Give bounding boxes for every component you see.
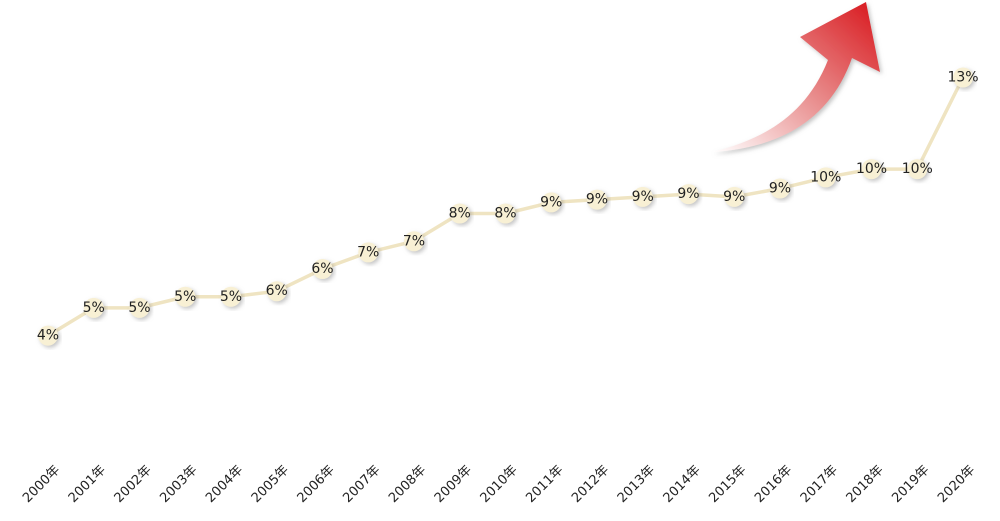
point bbox=[83, 297, 104, 318]
data-label: 9% bbox=[540, 194, 562, 210]
point bbox=[449, 203, 470, 224]
point bbox=[541, 192, 562, 213]
x-tick-label: 2011年 bbox=[523, 463, 566, 506]
data-label: 9% bbox=[586, 192, 608, 208]
data-label: 9% bbox=[769, 181, 791, 197]
x-tick-label: 2000年 bbox=[20, 463, 63, 506]
x-tick-label: 2007年 bbox=[340, 463, 383, 506]
data-label: 5% bbox=[83, 300, 105, 316]
point bbox=[953, 67, 973, 88]
data-label: 5% bbox=[220, 289, 242, 305]
x-tick-label: 2012年 bbox=[569, 463, 612, 506]
x-tick-label: 2010年 bbox=[478, 463, 521, 506]
x-tick-label: 2005年 bbox=[249, 463, 292, 506]
data-label: 10% bbox=[902, 161, 933, 177]
x-tick-label: 2009年 bbox=[432, 463, 475, 506]
point bbox=[770, 178, 790, 199]
x-tick-label: 2013年 bbox=[615, 463, 658, 506]
x-tick-label: 2018年 bbox=[844, 463, 887, 506]
x-tick-label: 2004年 bbox=[203, 463, 246, 506]
point bbox=[861, 159, 882, 180]
data-label: 6% bbox=[266, 283, 288, 299]
x-tick-label: 2016年 bbox=[752, 463, 795, 506]
point bbox=[221, 286, 241, 307]
data-label: 9% bbox=[723, 189, 745, 205]
point bbox=[266, 281, 287, 302]
point bbox=[724, 186, 745, 207]
x-tick-label: 2020年 bbox=[935, 463, 978, 506]
point bbox=[129, 297, 150, 318]
point bbox=[358, 242, 379, 263]
point bbox=[815, 167, 836, 188]
point bbox=[175, 286, 196, 307]
data-label: 7% bbox=[403, 233, 425, 249]
x-tick-label: 2001年 bbox=[66, 463, 109, 506]
x-tick-label: 2015年 bbox=[706, 463, 749, 506]
data-label: 9% bbox=[677, 186, 699, 202]
plot-area: 4% 5% 5% 5% 5% 6% 6% 7% 7% 8% 8% 9% 9% 9% 9% 9% 9% 10% 10%… bbox=[20, 67, 979, 506]
data-label: 8% bbox=[494, 206, 516, 222]
point bbox=[678, 184, 699, 205]
trend-arrow bbox=[712, 2, 880, 152]
x-tick-label: 2017年 bbox=[798, 463, 841, 506]
x-tick-label: 2003年 bbox=[157, 463, 200, 506]
point bbox=[587, 189, 607, 210]
data-label: 13% bbox=[947, 70, 978, 86]
data-label: 6% bbox=[311, 261, 333, 277]
data-label: 9% bbox=[632, 189, 654, 205]
data-label: 10% bbox=[856, 161, 887, 177]
x-tick-label: 2006年 bbox=[295, 463, 338, 506]
data-label: 5% bbox=[128, 300, 150, 316]
data-label: 8% bbox=[449, 206, 471, 222]
point bbox=[404, 231, 424, 252]
data-label: 5% bbox=[174, 289, 196, 305]
point bbox=[495, 203, 516, 224]
point bbox=[38, 325, 58, 346]
data-label: 10% bbox=[810, 169, 841, 185]
x-tick-label: 2014年 bbox=[661, 463, 704, 506]
x-tick-label: 2002年 bbox=[112, 463, 155, 506]
data-label: 7% bbox=[357, 244, 379, 260]
x-tick-label: 2019年 bbox=[889, 463, 932, 506]
point bbox=[632, 186, 653, 207]
data-label: 4% bbox=[37, 328, 59, 344]
point bbox=[312, 259, 333, 279]
x-tick-label: 2008年 bbox=[386, 463, 429, 506]
point bbox=[907, 159, 928, 180]
